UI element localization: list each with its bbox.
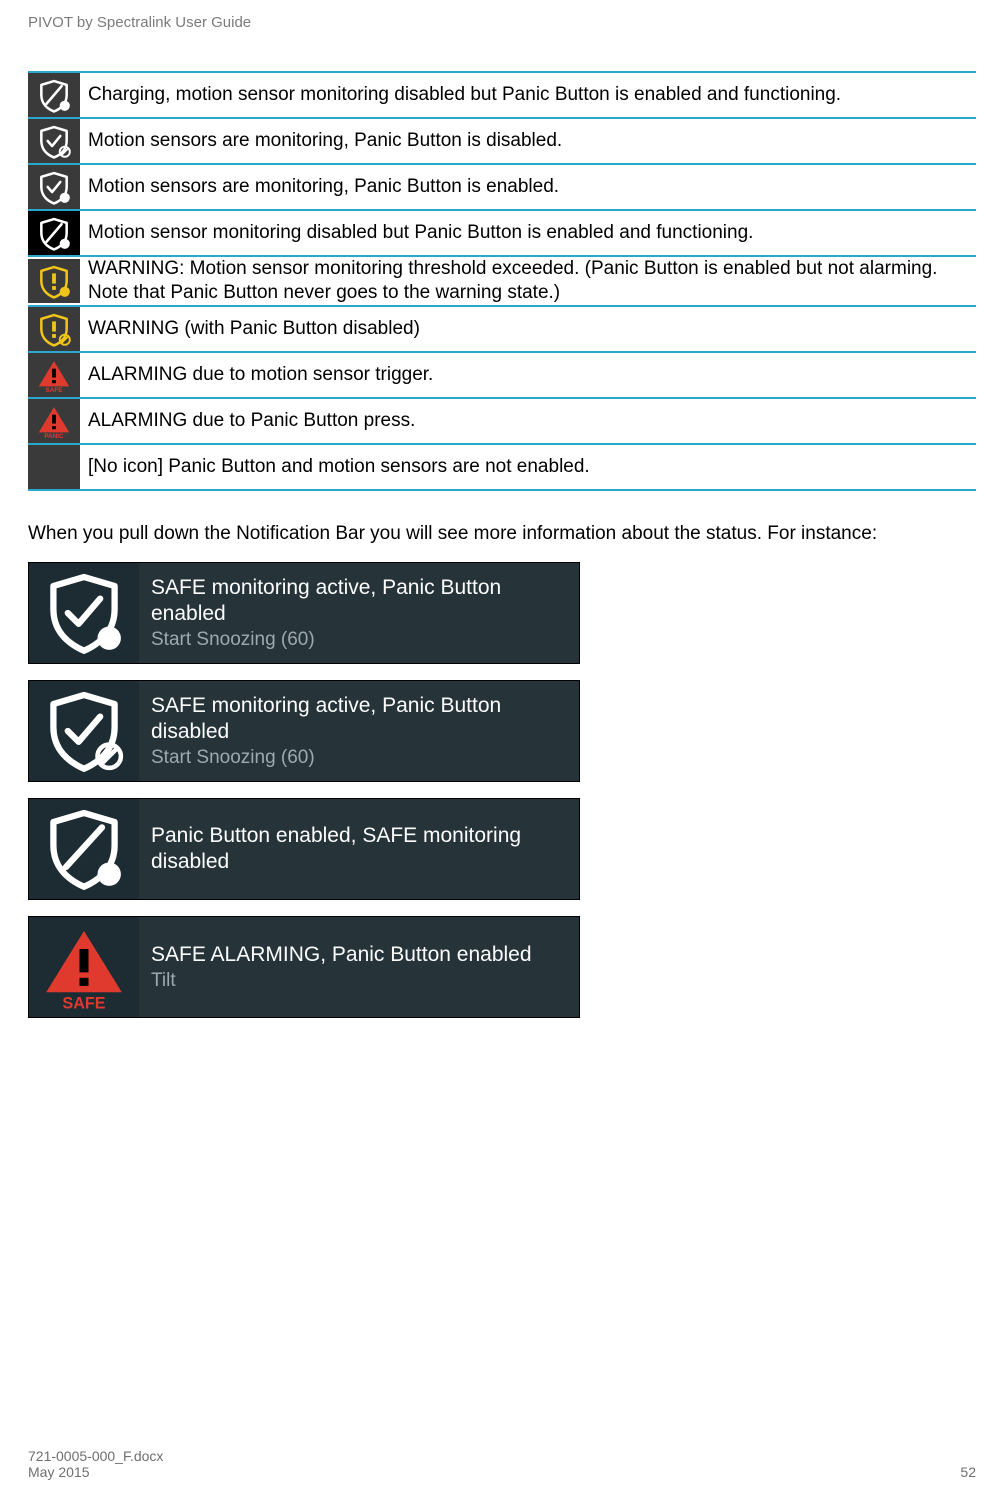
notification-icon-alarm_safe_big: SAFE — [29, 917, 139, 1017]
icon-row: Charging, motion sensor monitoring disab… — [28, 72, 976, 118]
icon-cell — [28, 306, 88, 352]
icon-description: Motion sensors are monitoring, Panic But… — [88, 164, 976, 210]
icon-row: WARNING (with Panic Button disabled) — [28, 306, 976, 352]
icon-cell: PANIC — [28, 398, 88, 444]
icon-row: Motion sensors are monitoring, Panic But… — [28, 164, 976, 210]
notification-text: SAFE monitoring active, Panic Button dis… — [139, 685, 579, 778]
status-icon-monitoring_panic_disabled — [28, 119, 80, 163]
notification-icon-shield_slash_panic — [29, 799, 139, 899]
icon-row: WARNING: Motion sensor monitoring thresh… — [28, 256, 976, 306]
status-icon-table: Charging, motion sensor monitoring disab… — [28, 71, 976, 491]
status-icon-none — [28, 445, 80, 489]
notification-text: SAFE monitoring active, Panic Button ena… — [139, 567, 579, 660]
notification-card: SAFE SAFE ALARMING, Panic Button enabled… — [28, 916, 580, 1018]
icon-description: Motion sensor monitoring disabled but Pa… — [88, 210, 976, 256]
notification-title: SAFE monitoring active, Panic Button dis… — [151, 693, 567, 746]
notification-subtitle: Start Snoozing (60) — [151, 629, 567, 651]
icon-cell — [28, 210, 88, 256]
icon-description: Charging, motion sensor monitoring disab… — [88, 72, 976, 118]
footer: 721-0005-000_F.docx May 2015 52 — [28, 1448, 976, 1480]
icon-cell — [28, 118, 88, 164]
notification-card: Panic Button enabled, SAFE monitoring di… — [28, 798, 580, 900]
notification-text: SAFE ALARMING, Panic Button enabledTilt — [139, 934, 544, 1000]
icon-cell — [28, 444, 88, 490]
notification-icon-shield_check_slash — [29, 681, 139, 781]
notification-subtitle: Start Snoozing (60) — [151, 747, 567, 769]
notification-card: SAFE monitoring active, Panic Button ena… — [28, 562, 580, 664]
svg-text:PANIC: PANIC — [44, 433, 64, 440]
status-icon-warning_panic_disabled — [28, 307, 80, 351]
icon-cell: SAFE — [28, 352, 88, 398]
notification-card: SAFE monitoring active, Panic Button dis… — [28, 680, 580, 782]
icon-row: SAFE ALARMING due to motion sensor trigg… — [28, 352, 976, 398]
notification-text: Panic Button enabled, SAFE monitoring di… — [139, 815, 579, 884]
icon-description: Motion sensors are monitoring, Panic But… — [88, 118, 976, 164]
status-icon-warning_panic_enabled — [28, 259, 80, 303]
footer-docnum: 721-0005-000_F.docx — [28, 1448, 163, 1464]
status-icon-alarm_panic: PANIC — [28, 399, 80, 443]
icon-description: ALARMING due to motion sensor trigger. — [88, 352, 976, 398]
icon-row: PANIC ALARMING due to Panic Button press… — [28, 398, 976, 444]
icon-cell — [28, 164, 88, 210]
footer-date: May 2015 — [28, 1464, 163, 1480]
icon-cell — [28, 256, 88, 306]
footer-page: 52 — [960, 1464, 976, 1480]
status-icon-charging_panic_enabled — [28, 73, 80, 117]
svg-text:SAFE: SAFE — [62, 994, 105, 1012]
icon-description: [No icon] Panic Button and motion sensor… — [88, 444, 976, 490]
svg-text:SAFE: SAFE — [46, 387, 63, 394]
body-paragraph: When you pull down the Notification Bar … — [28, 521, 976, 548]
notification-title: SAFE monitoring active, Panic Button ena… — [151, 575, 567, 628]
status-icon-alarm_safe: SAFE — [28, 353, 80, 397]
notification-icon-shield_check_panic — [29, 563, 139, 663]
notification-title: SAFE ALARMING, Panic Button enabled — [151, 942, 532, 968]
status-icon-disabled_panic_enabled — [28, 211, 80, 255]
icon-cell — [28, 72, 88, 118]
icon-row: Motion sensor monitoring disabled but Pa… — [28, 210, 976, 256]
icon-description: WARNING (with Panic Button disabled) — [88, 306, 976, 352]
notification-subtitle: Tilt — [151, 970, 532, 992]
icon-row: Motion sensors are monitoring, Panic But… — [28, 118, 976, 164]
icon-description: WARNING: Motion sensor monitoring thresh… — [88, 256, 976, 306]
icon-description: ALARMING due to Panic Button press. — [88, 398, 976, 444]
status-icon-monitoring_panic_enabled — [28, 165, 80, 209]
doc-header: PIVOT by Spectralink User Guide — [28, 14, 976, 31]
notification-title: Panic Button enabled, SAFE monitoring di… — [151, 823, 567, 876]
icon-row: [No icon] Panic Button and motion sensor… — [28, 444, 976, 490]
